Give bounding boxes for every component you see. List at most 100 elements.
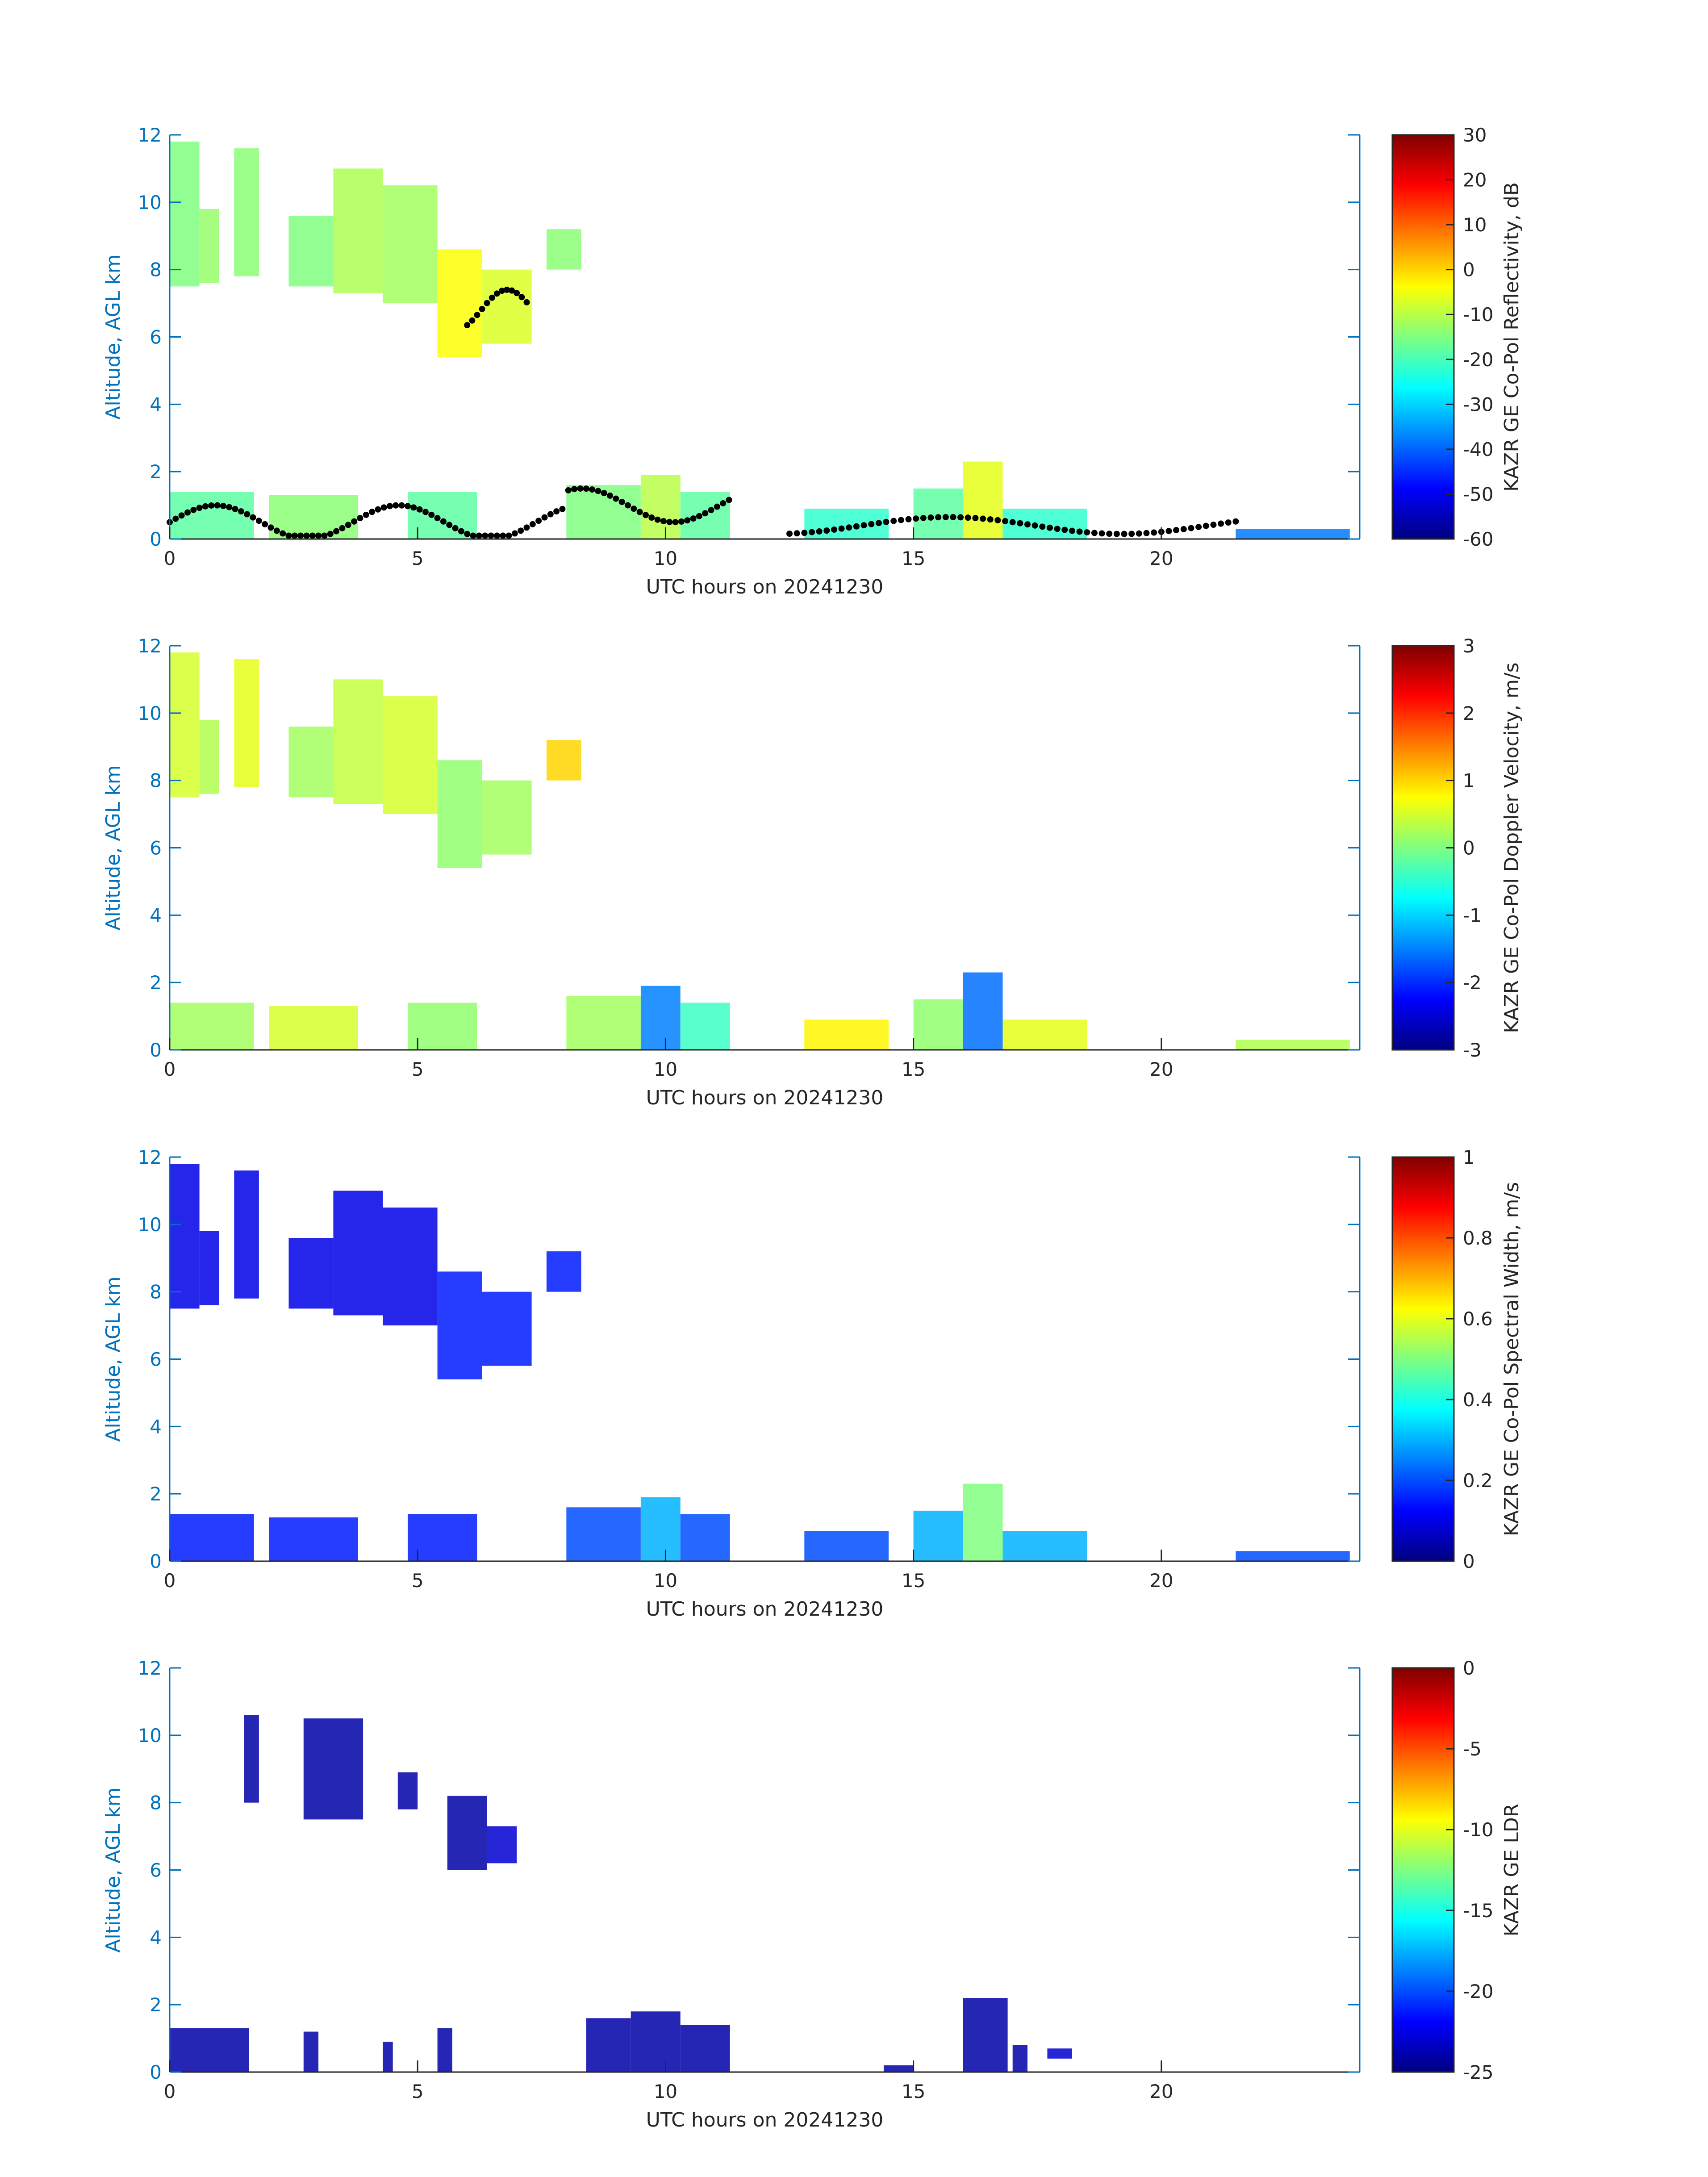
data-region: [963, 1483, 1003, 1561]
overlay-point: [220, 502, 226, 509]
x-tick-label: 10: [654, 1570, 677, 1592]
overlay-point: [504, 286, 510, 293]
data-region: [1047, 2048, 1072, 2059]
data-region: [288, 216, 334, 287]
data-region: [546, 740, 581, 781]
overlay-point: [321, 532, 328, 539]
overlay-point: [786, 531, 793, 537]
y-tick-label: 6: [150, 837, 162, 859]
colorbar-tick-label: 3: [1463, 635, 1475, 657]
overlay-point: [853, 523, 860, 530]
overlay-point: [226, 504, 233, 510]
data-region: [913, 488, 963, 539]
overlay-point: [398, 502, 405, 509]
data-region: [234, 659, 259, 787]
overlay-point: [291, 532, 298, 539]
overlay-point: [1054, 526, 1061, 532]
colorbar-tick-label: -40: [1463, 439, 1494, 460]
overlay-point: [672, 519, 679, 526]
overlay-point: [363, 511, 369, 518]
overlay-point: [452, 525, 459, 531]
data-region: [1002, 1020, 1087, 1050]
overlay-point: [666, 518, 673, 525]
data-region: [913, 1510, 963, 1561]
overlay-point: [375, 506, 381, 513]
data-region: [631, 2011, 681, 2072]
overlay-point: [793, 530, 800, 537]
overlay-point: [458, 528, 464, 535]
overlay-point: [994, 517, 1001, 524]
overlay-point: [529, 521, 536, 527]
overlay-point: [196, 505, 203, 511]
data-region: [437, 760, 482, 868]
colorbar-tick-label: -10: [1463, 304, 1494, 326]
data-region: [680, 2025, 730, 2072]
overlay-point: [1195, 524, 1202, 531]
overlay-point: [920, 514, 927, 521]
overlay-point: [654, 516, 661, 523]
data-region: [546, 1251, 581, 1292]
x-axis-label: UTC hours on 20241230: [646, 2109, 884, 2131]
colorbar-tick-label: -25: [1463, 2061, 1494, 2083]
overlay-point: [702, 510, 709, 517]
colorbar-tick-label: 0: [1463, 837, 1475, 859]
overlay-point: [511, 530, 518, 537]
data-region: [170, 1514, 254, 1561]
data-region: [566, 1507, 641, 1561]
overlay-point: [942, 514, 949, 521]
data-region: [383, 2042, 393, 2072]
overlay-point: [446, 522, 453, 528]
overlay-point: [1151, 529, 1157, 536]
x-tick-label: 5: [412, 1570, 424, 1592]
data-region: [1002, 509, 1087, 539]
overlay-point: [553, 508, 560, 515]
overlay-point: [875, 520, 882, 526]
overlay-point: [523, 299, 530, 305]
y-axis-label: Altitude, AGL km: [102, 765, 125, 930]
x-tick-label: 15: [902, 547, 925, 569]
overlay-point: [1017, 520, 1023, 526]
colorbar-tick-label: 0.2: [1463, 1470, 1493, 1492]
data-region: [234, 1170, 259, 1299]
overlay-point: [273, 527, 280, 534]
data-region: [288, 727, 334, 798]
cloud-base-overlay: [167, 286, 1239, 539]
overlay-point: [1225, 519, 1232, 526]
overlay-point: [405, 503, 411, 510]
overlay-point: [965, 514, 971, 521]
y-tick-label: 0: [150, 1039, 162, 1061]
overlay-point: [327, 531, 334, 537]
data-region: [288, 1238, 334, 1309]
overlay-point: [1106, 531, 1113, 537]
colorbar-label: KAZR GE Co-Pol Spectral Width, m/s: [1500, 1182, 1523, 1536]
data-region: [482, 1291, 532, 1366]
overlay-point: [589, 486, 596, 493]
overlay-point: [927, 514, 934, 521]
y-tick-label: 2: [150, 1483, 162, 1505]
overlay-point: [339, 525, 346, 531]
y-tick-label: 2: [150, 1994, 162, 2016]
overlay-point: [393, 502, 399, 509]
data-region: [333, 679, 383, 804]
overlay-point: [1002, 518, 1009, 525]
overlay-point: [547, 511, 554, 518]
data-region: [963, 1998, 1008, 2072]
data-region: [804, 1531, 889, 1561]
colorbar-label: KAZR GE Co-Pol Doppler Velocity, m/s: [1500, 662, 1523, 1033]
data-region: [170, 652, 200, 798]
overlay-point: [577, 485, 584, 492]
colorbar-tick-label: -15: [1463, 1900, 1494, 1922]
colorbar-tick-label: -20: [1463, 349, 1494, 371]
y-tick-label: 12: [138, 635, 162, 657]
colorbar-tick-label: 0: [1463, 259, 1475, 281]
data-region: [170, 1164, 200, 1309]
overlay-point: [601, 490, 607, 497]
data-region: [804, 1020, 889, 1050]
overlay-point: [428, 511, 435, 518]
overlay-point: [684, 517, 691, 524]
overlay-point: [1143, 530, 1150, 536]
data-region: [408, 492, 477, 539]
overlay-point: [1121, 531, 1128, 537]
